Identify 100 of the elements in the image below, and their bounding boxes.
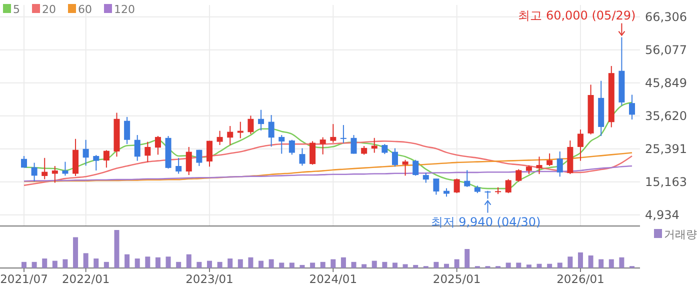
candlestick — [299, 148, 306, 166]
bar — [536, 264, 542, 268]
candlestick — [310, 140, 316, 166]
legend-label: 5 — [13, 3, 20, 16]
bar — [228, 258, 233, 268]
bar — [547, 264, 552, 268]
bar — [578, 252, 583, 268]
bar — [52, 260, 58, 268]
x-tick-label: 2025/01 — [432, 272, 481, 286]
candlestick — [248, 115, 254, 135]
y-tick-label: 45,849 — [645, 76, 687, 90]
candlestick — [42, 157, 48, 180]
bar — [134, 258, 140, 268]
bar — [83, 253, 88, 268]
bar — [454, 259, 460, 268]
candlestick — [176, 157, 182, 174]
bar — [94, 258, 99, 268]
candlestick — [464, 170, 470, 188]
candlestick — [629, 94, 635, 120]
bar — [330, 259, 336, 268]
y-tick-label: 25,391 — [645, 142, 687, 156]
candlestick — [268, 114, 274, 148]
legend-label: 20 — [42, 3, 56, 16]
candlestick — [454, 178, 460, 194]
bar — [166, 256, 171, 268]
bar — [248, 257, 254, 268]
candlestick — [412, 159, 419, 176]
bar — [176, 262, 182, 268]
y-tick-label: 15,163 — [645, 174, 687, 189]
candlestick — [505, 178, 512, 194]
candlestick — [237, 121, 244, 139]
bar — [73, 237, 78, 268]
bar — [155, 257, 160, 268]
candlestick — [186, 146, 192, 176]
bar — [186, 254, 192, 268]
candlestick — [52, 165, 58, 184]
y-tick-label: 35,620 — [645, 108, 687, 123]
bar — [402, 264, 408, 268]
candlestick — [340, 124, 346, 144]
bar — [382, 262, 388, 268]
bar — [526, 264, 532, 268]
bar — [268, 259, 274, 268]
legend-label: 거래량 — [664, 228, 697, 241]
candlestick — [516, 168, 522, 182]
bar — [362, 264, 367, 268]
bar — [588, 255, 594, 268]
candlestick — [124, 116, 130, 145]
legend-label: 120 — [114, 3, 135, 16]
annotation: 최저 9,940 (04/30) — [430, 214, 541, 229]
bar — [372, 260, 377, 268]
candlestick — [93, 154, 100, 172]
bar — [434, 262, 439, 268]
legend-label: 60 — [78, 3, 92, 16]
candlestick — [216, 130, 223, 146]
bar — [320, 262, 326, 268]
bar — [506, 262, 511, 268]
candlestick — [577, 129, 584, 162]
bar — [206, 260, 212, 268]
candlestick — [258, 109, 264, 131]
bar — [340, 257, 346, 268]
bar — [114, 230, 120, 268]
candlestick — [196, 149, 202, 166]
x-tick-label: 2023/01 — [186, 272, 234, 286]
bar — [22, 262, 26, 268]
candlestick — [392, 148, 398, 168]
bar — [516, 262, 522, 268]
x-tick-label: 2024/01 — [309, 272, 358, 286]
bar — [351, 262, 356, 268]
candlestick — [402, 159, 408, 176]
candlestick — [556, 150, 563, 178]
candlestick — [72, 138, 79, 176]
bar — [413, 264, 418, 268]
bar — [145, 256, 150, 268]
bar — [310, 262, 316, 268]
bar — [32, 262, 37, 268]
x-tick-label: 2021/07 — [0, 272, 48, 286]
x-tick-label: 2026/01 — [556, 272, 604, 286]
bar — [42, 258, 48, 268]
candlestick — [382, 144, 388, 155]
candlestick — [320, 136, 326, 155]
bar — [300, 264, 305, 268]
bar — [62, 259, 68, 268]
candlestick — [134, 134, 140, 162]
bar — [557, 262, 562, 268]
candlestick — [278, 134, 285, 154]
annotation: 최고 60,000 (05/29) — [518, 8, 636, 22]
bar — [598, 259, 604, 268]
candlestick — [288, 139, 295, 156]
y-tick-label: 66,306 — [645, 10, 687, 24]
bar — [124, 254, 130, 268]
line-series — [23, 152, 633, 182]
candlestick — [62, 161, 68, 176]
candlestick — [422, 172, 429, 184]
candlestick — [227, 125, 234, 146]
bar — [258, 260, 264, 268]
candlestick — [350, 134, 357, 154]
candlestick — [206, 140, 212, 168]
bar — [196, 262, 202, 268]
candlestick — [144, 141, 151, 163]
candlestick — [546, 152, 553, 166]
